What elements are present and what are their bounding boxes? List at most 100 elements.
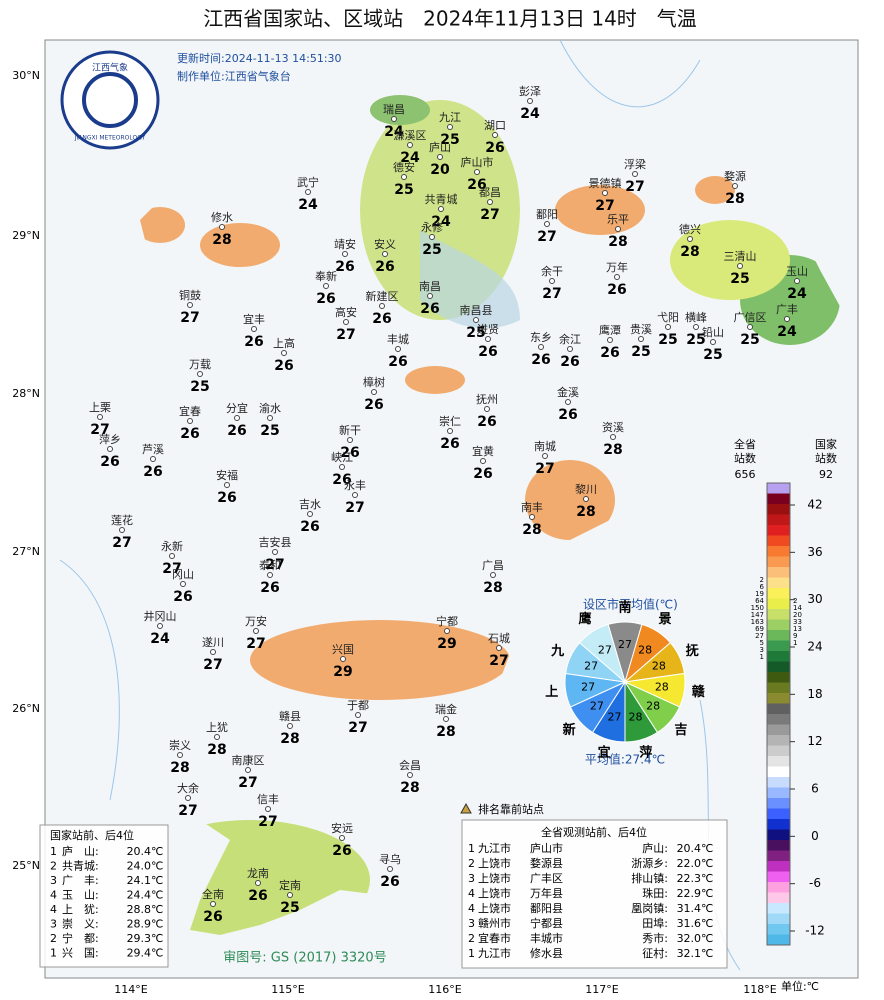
station-name: 永新 (161, 539, 183, 553)
station-marker (438, 206, 444, 212)
station-marker (583, 496, 589, 502)
colorbar-band (767, 745, 790, 757)
station-name: 奉新 (315, 269, 337, 283)
station-name: 丰城 (387, 333, 409, 346)
station-value: 27 (90, 422, 109, 438)
station-marker (567, 346, 573, 352)
province-table-cell: 排山镇: (631, 871, 668, 885)
province-table-cell: 九江市 (478, 841, 511, 855)
station-name: 贵溪 (630, 323, 652, 336)
station-value: 26 (485, 140, 504, 156)
station-value: 27 (535, 461, 554, 477)
station-marker (538, 344, 544, 350)
pie-label: 上 (545, 685, 558, 700)
province-table-cell: 婺源县 (530, 856, 563, 870)
station-marker (485, 336, 491, 342)
colorbar-band (767, 913, 790, 925)
station-marker (305, 189, 311, 195)
station-name: 莲花 (111, 514, 133, 527)
lat-label: 28°N (12, 387, 40, 400)
rank-marker-label: 排名靠前站点 (478, 802, 544, 816)
station-value: 26 (440, 436, 459, 452)
station-marker (352, 492, 358, 498)
station-marker (407, 142, 413, 148)
colorbar-tick-label: 0 (811, 829, 819, 843)
lat-label: 30°N (12, 69, 40, 82)
station-marker (447, 124, 453, 130)
station-value: 25 (280, 900, 299, 916)
station-value: 26 (467, 177, 486, 193)
station-marker (187, 302, 193, 308)
province-bin-count: 19 (755, 590, 764, 598)
station-marker (490, 572, 496, 578)
station-name: 铅山 (702, 325, 724, 339)
station-marker (542, 453, 548, 459)
station-name: 信丰 (257, 793, 279, 806)
station-name: 上犹 (206, 721, 228, 734)
station-name: 横峰 (685, 310, 707, 324)
station-value: 27 (180, 310, 199, 326)
national-bin-count: 20 (793, 611, 802, 619)
producer: 制作单位:江西省气象台 (177, 69, 291, 83)
station-marker (177, 752, 183, 758)
national-table-cell: 28.9℃ (127, 918, 164, 931)
colorbar-band (767, 619, 790, 631)
station-name: 安义 (374, 237, 396, 251)
province-bin-count: 69 (755, 625, 764, 633)
province-bin-count: 6 (760, 583, 765, 591)
station-marker (210, 649, 216, 655)
national-table-cell: 3 (50, 874, 57, 887)
station-marker (407, 772, 413, 778)
province-table-cell: 3 (468, 917, 475, 930)
colorbar-band (767, 514, 790, 526)
station-value: 27 (625, 179, 644, 195)
station-name: 崇义 (169, 739, 191, 752)
station-marker (339, 835, 345, 841)
station-name: 抚州 (476, 392, 498, 406)
station-marker (119, 527, 125, 533)
station-marker (307, 511, 313, 517)
station-value: 26 (260, 580, 279, 596)
national-table-cell: 上 犹: (62, 903, 99, 916)
station-name: 湖口 (484, 119, 506, 132)
station-marker (157, 623, 163, 629)
station-name: 广丰 (776, 303, 798, 316)
colorbar-tick-label: 18 (807, 687, 822, 701)
station-name: 修水 (211, 210, 233, 224)
colorbar-band (767, 640, 790, 652)
colorbar-band (767, 588, 790, 599)
lon-label: 115°E (271, 983, 304, 996)
pie-label: 南 (618, 600, 631, 616)
station-name: 万安 (245, 614, 267, 628)
station-value: 26 (335, 259, 354, 275)
station-value: 26 (248, 888, 267, 904)
station-marker (784, 316, 790, 322)
station-marker (371, 389, 377, 395)
lon-label: 114°E (114, 983, 147, 996)
national-table-cell: 1 (50, 845, 57, 858)
station-name: 广昌 (482, 559, 504, 572)
colorbar-band (767, 630, 790, 641)
station-value: 26 (100, 454, 119, 470)
station-name: 余江 (559, 332, 581, 346)
national-count: 92 (819, 468, 833, 481)
pie-label: 吉 (674, 723, 687, 738)
station-value: 24 (520, 106, 540, 122)
station-name: 弋阳 (657, 311, 679, 324)
station-marker (323, 283, 329, 289)
colorbar-band (767, 882, 790, 893)
station-value: 28 (608, 234, 627, 250)
colorbar-tick-label: 30 (807, 592, 822, 606)
station-name: 安福 (216, 468, 238, 482)
station-name: 宜黄 (472, 444, 494, 458)
station-value: 27 (480, 207, 499, 223)
province-table-cell: 赣州市 (478, 916, 511, 930)
station-value: 24 (150, 631, 170, 647)
warm-area (135, 207, 185, 243)
station-name: 金溪 (557, 385, 579, 399)
national-table-cell: 28.8℃ (127, 903, 164, 916)
station-name: 共青城 (425, 193, 458, 206)
province-table-cell: 22.0℃ (677, 857, 714, 870)
station-marker (480, 458, 486, 464)
